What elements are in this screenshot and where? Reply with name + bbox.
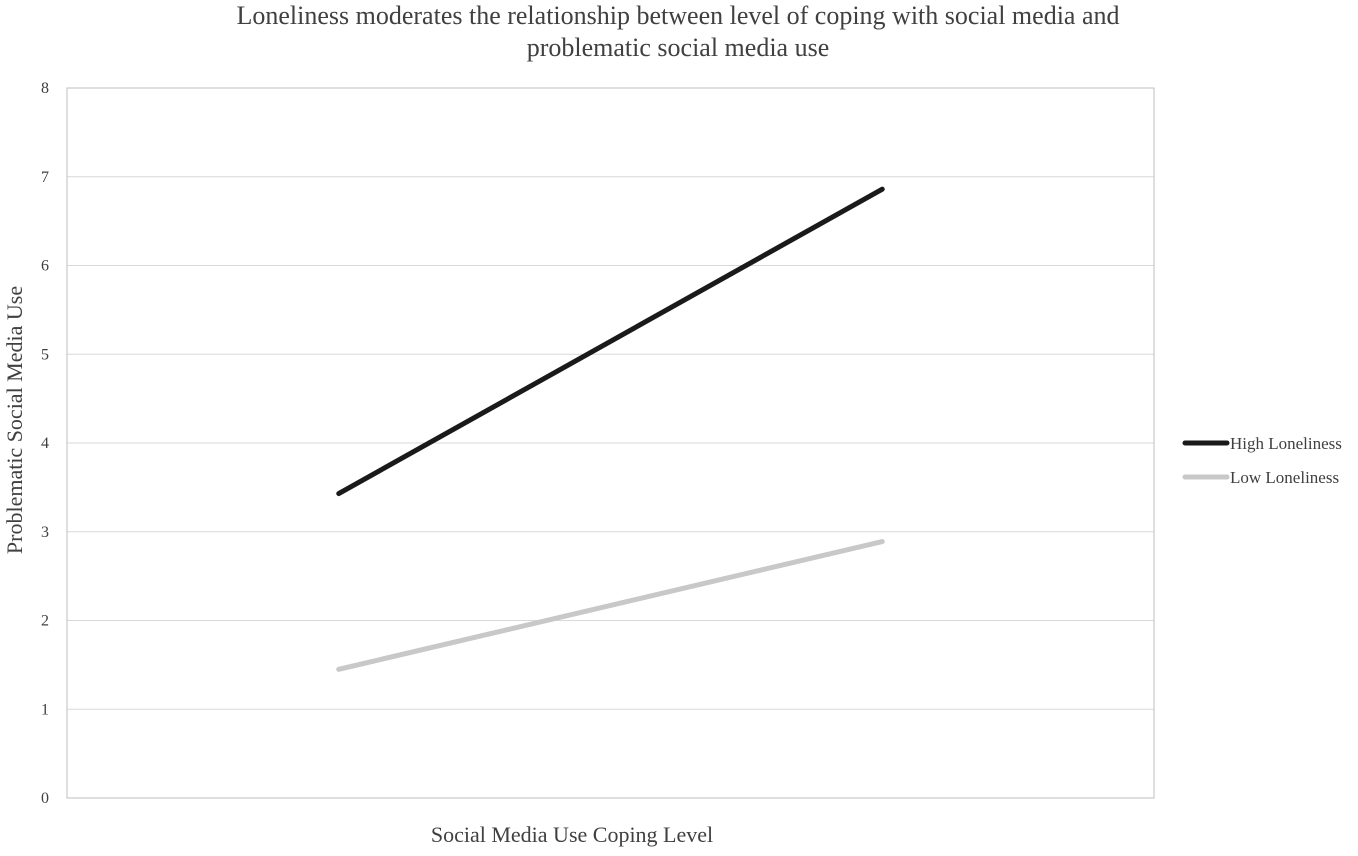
y-axis-ticks: 0 1 2 3 4 5 6 7 8 [41, 80, 49, 807]
y-tick-label: 1 [41, 701, 49, 718]
y-tick-label: 0 [41, 790, 49, 807]
y-tick-label: 8 [41, 80, 49, 97]
y-axis-label: Problematic Social Media Use [2, 286, 27, 554]
y-tick-label: 7 [41, 169, 49, 186]
series-line [336, 186, 885, 497]
y-tick-label: 3 [41, 524, 49, 541]
gridlines [67, 87, 1154, 799]
legend-label: Low Loneliness [1230, 468, 1339, 487]
y-tick-label: 4 [41, 435, 49, 452]
legend: High Loneliness Low Loneliness [1182, 434, 1342, 487]
y-tick-label: 5 [41, 346, 49, 363]
chart-title-line-1: Loneliness moderates the relationship be… [236, 1, 1119, 30]
legend-label: High Loneliness [1230, 434, 1342, 453]
x-axis-label: Social Media Use Coping Level [431, 822, 713, 847]
y-tick-label: 6 [41, 258, 49, 275]
series-line [336, 539, 885, 672]
plot-area-border [66, 87, 1155, 799]
y-tick-label: 2 [41, 613, 49, 630]
series-lines [336, 186, 885, 672]
chart-title-line-2: problematic social media use [527, 33, 830, 62]
